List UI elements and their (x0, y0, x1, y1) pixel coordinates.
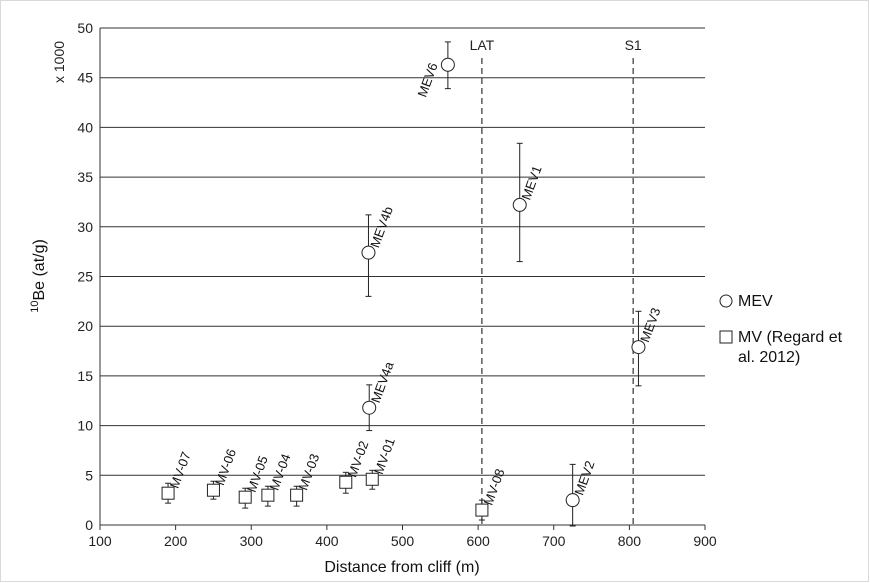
legend-label-1-1: al. 2012) (738, 349, 800, 366)
axes (99, 28, 706, 530)
point-label-mv-08: MV-08 (481, 467, 508, 507)
marker-mv-03 (290, 488, 304, 502)
point-label-mv-06: MV-06 (212, 447, 239, 487)
point-label-mev4a: MEV4a (368, 359, 397, 405)
marker-mev2 (565, 493, 580, 508)
point-label-mv-01: MV-01 (371, 436, 398, 476)
legend: MEV MV (Regard et al. 2012) (719, 293, 843, 366)
legend-label-1-0: MV (Regard et (738, 329, 843, 346)
y-axis-title-main: Be (at/g) (31, 239, 48, 300)
x-tick-label-900: 900 (693, 533, 717, 549)
x-tick-label-200: 200 (164, 533, 188, 549)
y-tick-label-45: 45 (77, 70, 93, 86)
y-tick-label-15: 15 (77, 368, 93, 384)
marker-mev1 (512, 197, 527, 212)
y-multiplier: x 1000 (51, 41, 67, 83)
marker-mv-07 (161, 486, 175, 500)
legend-square-icon (719, 330, 733, 344)
x-tick-label-800: 800 (618, 533, 642, 549)
y-tick-label-10: 10 (77, 418, 93, 434)
point-label-mv-07: MV-07 (167, 450, 194, 490)
y-axis-title: 10Be (at/g) (29, 239, 48, 313)
marker-mev4a (362, 400, 377, 415)
point-label-mev1: MEV1 (518, 164, 544, 202)
ref-line-label-s1: S1 (625, 37, 642, 53)
x-tick-label-700: 700 (542, 533, 566, 549)
reference-lines: LAT S1 (470, 37, 642, 525)
marker-mv-02 (339, 475, 353, 489)
x-tick-label-300: 300 (240, 533, 264, 549)
y-tick-label-5: 5 (85, 467, 93, 483)
marker-mv-05 (238, 490, 252, 504)
x-axis-title: Distance from cliff (m) (324, 559, 479, 576)
y-axis-title-superscript: 10 (29, 301, 41, 313)
x-tick-label-500: 500 (391, 533, 415, 549)
x-tick-label-600: 600 (466, 533, 490, 549)
marker-mv-01 (365, 472, 379, 486)
marker-mev4b (361, 245, 376, 260)
marker-mv-04 (261, 488, 275, 502)
y-tick-label-30: 30 (77, 219, 93, 235)
y-tick-label-40: 40 (77, 119, 93, 135)
y-tick-label-25: 25 (77, 269, 93, 285)
y-tick-label-20: 20 (77, 318, 93, 334)
marker-mv-08 (475, 503, 489, 517)
marker-mv-06 (206, 483, 220, 497)
y-tick-label-50: 50 (77, 20, 93, 36)
x-tick-labels: 100 200 300 400 500 600 700 800 900 (88, 533, 717, 549)
y-tick-label-0: 0 (85, 517, 93, 533)
grid-lines (100, 27, 705, 476)
point-label-mv-04: MV-04 (267, 452, 294, 492)
y-tick-label-35: 35 (77, 169, 93, 185)
y-tick-labels: 0 5 10 15 20 25 30 35 40 45 50 (77, 20, 93, 533)
point-label-mv-03: MV-03 (295, 452, 322, 492)
legend-label-0-0: MEV (738, 293, 773, 310)
x-tick-label-100: 100 (88, 533, 112, 549)
marker-mev6 (440, 57, 455, 72)
x-tick-label-400: 400 (315, 533, 339, 549)
marker-mev3 (631, 340, 646, 355)
point-label-mev6: MEV6 (414, 61, 440, 99)
ref-line-label-lat: LAT (470, 37, 495, 53)
legend-circle-icon (719, 294, 733, 308)
